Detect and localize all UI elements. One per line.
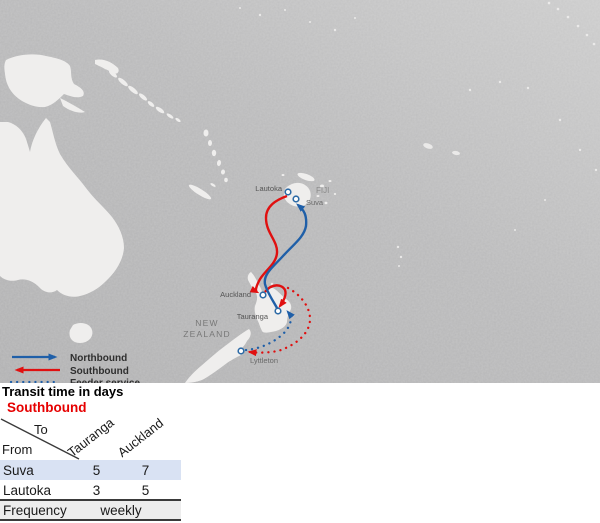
landmass-fiji-vanua-levu — [297, 172, 315, 182]
port-marker-tauranga — [274, 307, 282, 315]
transit-days-suva-auckland: 7 — [141, 462, 150, 478]
table-row-suva: Suva 5 7 — [0, 460, 181, 480]
row-label: Suva — [3, 462, 34, 478]
map-label-new-zealand-2: ZEALAND — [183, 329, 231, 339]
port-marker-lyttelton — [237, 347, 245, 355]
pacific-route-map: Lautoka FIJI Suva Auckland Tauranga NEW … — [0, 0, 600, 383]
islands-vanuatu — [203, 129, 228, 183]
map-labels: Lautoka FIJI Suva Auckland Tauranga NEW … — [183, 184, 329, 365]
map-legend: Northbound Southbound Feeder service — [9, 353, 140, 383]
landmass-png — [4, 54, 84, 108]
map-label-lautoka: Lautoka — [255, 184, 283, 193]
landmass-nz-south-island — [185, 329, 251, 383]
map-label-tauranga: Tauranga — [237, 312, 269, 321]
map-label-fiji: FIJI — [316, 186, 329, 195]
port-marker-suva — [292, 195, 300, 203]
frequency-value: weekly — [100, 502, 142, 518]
islands-scattered — [239, 1, 598, 286]
port-markers — [237, 188, 300, 355]
transit-days-lautoka-tauranga: 3 — [92, 482, 101, 498]
legend-label-northbound: Northbound — [70, 353, 127, 364]
from-label: From — [2, 442, 33, 457]
map-label-suva: Suva — [306, 198, 324, 207]
legend-label-feeder: Feeder service — [70, 378, 140, 383]
transit-table-direction: Southbound — [7, 400, 87, 415]
table-row-lautoka: Lautoka 3 5 — [0, 481, 181, 501]
transit-days-lautoka-auckland: 5 — [141, 482, 150, 498]
legend-label-southbound: Southbound — [70, 366, 129, 377]
route-northbound-tauranga-suva — [263, 203, 308, 309]
landmass-fiji-viti-levu — [283, 182, 311, 207]
to-label: To — [34, 422, 48, 437]
transit-days-suva-tauranga: 5 — [92, 462, 101, 478]
transit-table-header: To From Tauranga Auckland — [0, 415, 181, 460]
transit-table-title: Transit time in days — [2, 384, 124, 399]
row-label: Lautoka — [3, 482, 52, 498]
header-diagonal-line — [0, 418, 80, 460]
route-feeder-lyttelton-tauranga — [244, 310, 295, 352]
map-label-auckland: Auckland — [220, 290, 251, 299]
transit-table-section: Transit time in days Southbound To From … — [0, 384, 260, 521]
map-label-lyttelton: Lyttleton — [250, 356, 278, 365]
landmass-new-caledonia — [188, 184, 212, 200]
landmass-tasmania — [69, 322, 93, 343]
islands-fiji-minor — [281, 174, 337, 205]
route-southbound-lautoka-auckland — [249, 194, 288, 294]
map-label-new-zealand-1: NEW — [195, 318, 218, 328]
map-canvas: Lautoka FIJI Suva Auckland Tauranga NEW … — [0, 0, 600, 383]
route-feeder-tauranga-lyttelton — [247, 286, 312, 357]
landmass-australia — [0, 118, 124, 297]
port-marker-auckland — [259, 291, 267, 299]
table-row-frequency: Frequency weekly — [0, 501, 181, 521]
route-southbound-auckland-tauranga — [264, 284, 287, 309]
port-marker-lautoka — [284, 188, 292, 196]
routes — [244, 194, 312, 357]
islands-solomons — [99, 62, 181, 123]
frequency-label: Frequency — [3, 502, 67, 518]
